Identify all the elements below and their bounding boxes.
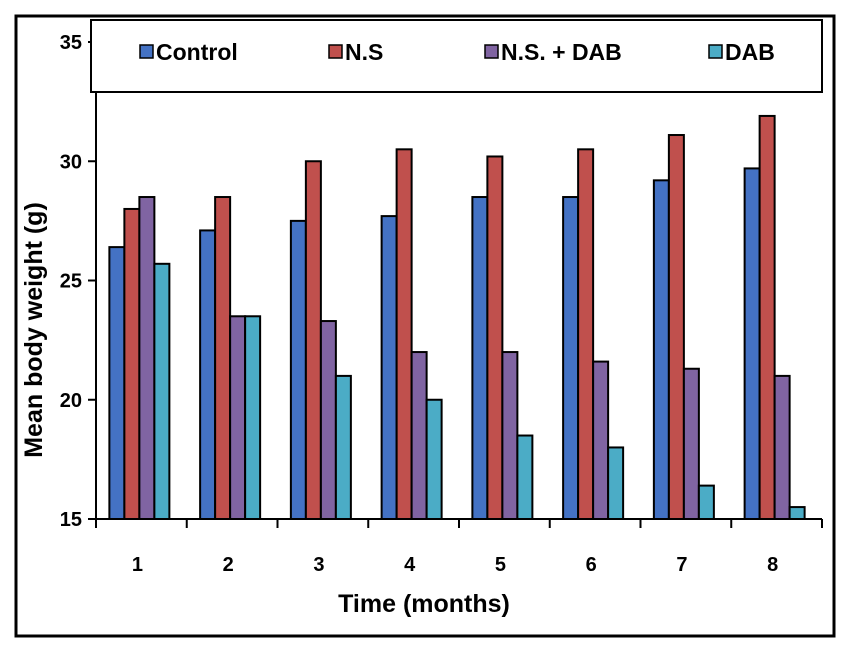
legend-box — [90, 19, 823, 93]
bar-n-s-8 — [758, 114, 776, 520]
y-tick-label-15: 15 — [60, 509, 82, 531]
bar-control-2 — [199, 229, 217, 520]
bar-dab-3 — [334, 374, 352, 520]
legend-label-n-s-dab: N.S. + DAB — [501, 39, 622, 65]
bar-n-s-5 — [486, 155, 504, 520]
bar-n-s-dab-3 — [319, 320, 337, 521]
legend-swatch-control — [139, 44, 154, 59]
bar-control-6 — [562, 196, 580, 520]
bar-n-s-dab-5 — [501, 351, 519, 520]
bar-dab-8 — [788, 506, 806, 521]
x-ticks-group: 1 2 3 4 5 6 7 8 — [95, 519, 823, 576]
x-tick-label-2: 2 — [223, 554, 234, 576]
bar-n-s-2 — [214, 196, 232, 520]
bar-n-s-6 — [577, 148, 595, 520]
bar-n-s-dab-1 — [138, 196, 156, 520]
legend-swatch-dab — [708, 44, 723, 59]
y-axis-title: Mean body weight (g) — [20, 202, 48, 458]
y-tick-label-20: 20 — [60, 390, 82, 412]
bar-n-s-4 — [395, 148, 413, 520]
y-tick-label-30: 30 — [60, 151, 82, 173]
legend-label-dab: DAB — [725, 39, 775, 65]
legend-label-control: Control — [156, 39, 238, 65]
x-tick-label-1: 1 — [132, 554, 143, 576]
legend-label-n-s: N.S — [345, 39, 383, 65]
bar-control-1 — [108, 246, 126, 521]
y-tick-label-25: 25 — [60, 271, 82, 293]
bar-control-3 — [289, 219, 307, 520]
bar-control-5 — [471, 196, 489, 520]
bar-dab-4 — [425, 398, 443, 520]
x-tick-label-4: 4 — [404, 554, 416, 576]
bar-control-7 — [652, 179, 670, 521]
x-tick-label-3: 3 — [313, 554, 324, 576]
legend: Control N.S N.S. + DAB DAB — [139, 39, 775, 65]
bar-dab-6 — [607, 446, 625, 521]
x-tick-label-6: 6 — [586, 554, 597, 576]
bar-control-4 — [380, 215, 398, 520]
bar-dab-1 — [153, 262, 171, 520]
bar-n-s-3 — [304, 160, 322, 520]
legend-swatch-n-s-dab — [484, 44, 499, 59]
bars-group — [108, 114, 806, 521]
x-tick-label-5: 5 — [495, 554, 506, 576]
x-tick-label-8: 8 — [767, 554, 778, 576]
bar-dab-2 — [244, 315, 262, 520]
y-ticks-group: 15 20 25 30 35 — [60, 32, 96, 531]
x-tick-label-7: 7 — [676, 554, 687, 576]
bar-dab-7 — [697, 484, 715, 520]
bar-n-s-1 — [123, 207, 141, 520]
bar-control-8 — [743, 167, 761, 520]
x-axis-title: Time (months) — [338, 590, 510, 618]
bar-n-s-dab-8 — [773, 374, 791, 520]
y-tick-label-35: 35 — [60, 32, 82, 54]
bar-n-s-7 — [667, 134, 685, 520]
bar-dab-5 — [516, 434, 534, 520]
bar-n-s-dab-4 — [410, 351, 428, 520]
legend-swatch-n-s — [328, 44, 343, 59]
bar-n-s-dab-2 — [229, 315, 247, 520]
bar-n-s-dab-6 — [592, 360, 610, 520]
bar-n-s-dab-7 — [682, 367, 700, 520]
